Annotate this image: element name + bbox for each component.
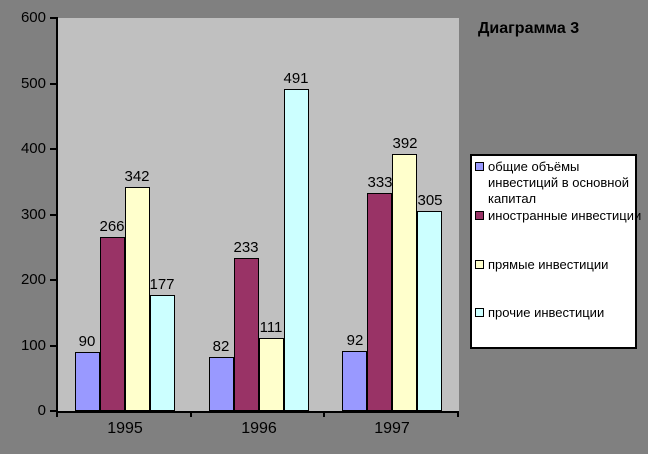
x-axis-category-label: 1997 xyxy=(374,420,410,437)
bar-value-label: 342 xyxy=(124,168,150,185)
x-axis-tick xyxy=(190,413,192,417)
legend-label: прямые инвестиции xyxy=(488,256,609,272)
legend-marker xyxy=(475,308,484,318)
legend-marker xyxy=(475,210,484,220)
bar-value-label: 90 xyxy=(78,333,96,350)
legend-label: иностранные инвестиции xyxy=(488,207,642,223)
y-axis-label: 100 xyxy=(20,336,46,354)
y-axis-label: 600 xyxy=(20,9,46,26)
bar-1996-series1[interactable] xyxy=(209,357,234,411)
x-axis-category-label: 1996 xyxy=(241,420,277,437)
bar-1997-series3[interactable] xyxy=(392,154,417,411)
legend-item[interactable]: общие объёмы инвестиций в основной капит… xyxy=(475,159,629,207)
y-axis-tick xyxy=(50,410,58,412)
bar-value-label: 392 xyxy=(392,135,418,152)
bar-value-label: 491 xyxy=(283,70,309,87)
y-axis-label: 0 xyxy=(37,402,46,419)
y-axis-tick xyxy=(50,279,58,281)
plot-area: 90 82 92 266 233 333 342 111 392 177 491 305 xyxy=(56,18,459,413)
y-axis-tick xyxy=(50,213,58,216)
bar-1996-series3[interactable] xyxy=(259,338,284,411)
y-axis-tick xyxy=(50,17,58,19)
bar-value-label: 266 xyxy=(99,218,125,235)
legend-box[interactable]: общие объёмы инвестиций в основной капит… xyxy=(470,154,641,349)
y-axis-tick xyxy=(50,344,58,347)
bar-value-label: 333 xyxy=(367,174,393,191)
legend-marker xyxy=(475,259,484,269)
bar-1997-series4[interactable] xyxy=(417,211,442,411)
bar-1995-series1[interactable] xyxy=(75,352,100,411)
bar-value-label: 92 xyxy=(346,332,364,349)
legend-item[interactable]: прочие инвестиции xyxy=(475,305,604,321)
bar-1996-series4[interactable] xyxy=(284,89,309,411)
bar-value-label: 177 xyxy=(149,276,175,293)
x-axis-tick xyxy=(457,413,459,417)
bar-1997-series2[interactable] xyxy=(367,193,392,411)
y-axis-tick xyxy=(50,148,58,150)
y-axis-tick xyxy=(50,82,58,85)
legend-label: прочие инвестиции xyxy=(488,305,605,321)
y-axis-label: 500 xyxy=(20,74,46,92)
y-axis-label: 400 xyxy=(20,140,46,157)
bar-value-label: 233 xyxy=(233,239,259,256)
legend-item[interactable]: иностранные инвестиции xyxy=(475,208,641,224)
x-axis-category-label: 1995 xyxy=(107,420,143,437)
bar-1995-series4[interactable] xyxy=(150,295,175,411)
bar-1996-series2[interactable] xyxy=(234,258,259,411)
bar-value-label: 111 xyxy=(259,319,283,336)
legend-item[interactable]: прямые инвестиции xyxy=(475,257,608,273)
bar-value-label: 305 xyxy=(417,192,443,209)
y-axis-label: 300 xyxy=(20,205,46,223)
chart-title: Диаграмма 3 xyxy=(478,20,580,37)
x-axis-tick xyxy=(323,413,325,417)
x-axis-tick xyxy=(56,413,58,417)
bar-1995-series3[interactable] xyxy=(125,187,150,411)
legend-label: общие объёмы инвестиций в основной капит… xyxy=(488,159,629,206)
bar-1995-series2[interactable] xyxy=(100,237,125,411)
bar-value-label: 82 xyxy=(212,338,230,355)
legend-marker xyxy=(475,162,484,171)
y-axis-label: 200 xyxy=(20,271,46,288)
bar-1997-series1[interactable] xyxy=(342,351,367,411)
